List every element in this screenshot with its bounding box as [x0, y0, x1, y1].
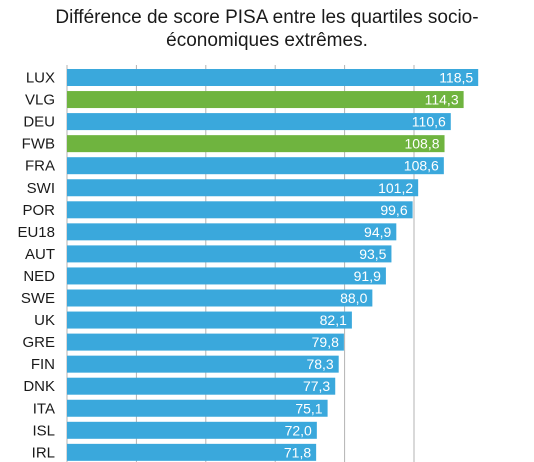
- bar-fra: [67, 157, 444, 175]
- category-label-swe: SWE: [21, 290, 55, 307]
- bar-gre: [67, 333, 344, 351]
- value-label-aut: 93,5: [359, 246, 386, 262]
- category-label-por: POR: [22, 202, 55, 219]
- bar-deu: [67, 113, 451, 131]
- bar-por: [67, 201, 413, 219]
- bar-dnk: [67, 377, 336, 395]
- category-label-dnk: DNK: [23, 378, 55, 395]
- bar-swe: [67, 289, 373, 307]
- chart-title: Différence de score PISA entre les quart…: [0, 6, 534, 52]
- bar-irl: [67, 443, 317, 461]
- chart-title-line-2: économiques extrêmes.: [166, 30, 368, 51]
- bar-aut: [67, 245, 392, 263]
- value-label-dnk: 77,3: [303, 378, 330, 394]
- bar-fin: [67, 355, 339, 373]
- category-label-swi: SWI: [27, 180, 55, 197]
- value-label-deu: 110,6: [412, 114, 446, 130]
- value-label-swe: 88,0: [340, 290, 367, 306]
- category-label-uk: UK: [34, 312, 55, 329]
- category-label-aut: AUT: [25, 246, 55, 263]
- value-label-lux: 118,5: [439, 70, 473, 86]
- category-label-gre: GRE: [22, 334, 55, 351]
- value-label-por: 99,6: [380, 202, 407, 218]
- value-label-uk: 82,1: [320, 312, 347, 328]
- bar-uk: [67, 311, 352, 329]
- value-label-swi: 101,2: [378, 180, 413, 196]
- chart-title-line-1: Différence de score PISA entre les quart…: [55, 7, 479, 28]
- category-label-vlg: VLG: [25, 92, 55, 109]
- category-label-irl: IRL: [32, 444, 55, 461]
- bar-isl: [67, 421, 317, 439]
- category-label-fra: FRA: [25, 158, 55, 175]
- value-label-fin: 78,3: [306, 356, 333, 372]
- bar-fwb: [67, 135, 445, 153]
- value-label-ned: 91,9: [354, 268, 381, 284]
- bar-lux: [67, 69, 479, 86]
- bar-vlg: [67, 91, 464, 109]
- bar-ned: [67, 267, 386, 285]
- category-label-eu18: EU18: [17, 224, 55, 241]
- value-label-gre: 79,8: [312, 334, 339, 350]
- bar-ita: [67, 399, 328, 417]
- category-label-fwb: FWB: [22, 136, 55, 153]
- value-label-isl: 72,0: [285, 422, 312, 438]
- value-label-irl: 71,8: [284, 444, 311, 460]
- value-label-fwb: 108,8: [404, 136, 439, 152]
- category-label-fin: FIN: [31, 356, 55, 373]
- value-label-fra: 108,6: [404, 158, 439, 174]
- category-label-isl: ISL: [32, 422, 55, 439]
- category-label-deu: DEU: [23, 114, 55, 131]
- value-label-ita: 75,1: [295, 400, 322, 416]
- value-label-vlg: 114,3: [425, 92, 459, 108]
- bar-eu18: [67, 223, 397, 241]
- category-label-lux: LUX: [26, 70, 55, 87]
- value-label-eu18: 94,9: [364, 224, 391, 240]
- category-label-ita: ITA: [33, 400, 55, 417]
- category-label-ned: NED: [23, 268, 55, 285]
- bar-swi: [67, 179, 419, 197]
